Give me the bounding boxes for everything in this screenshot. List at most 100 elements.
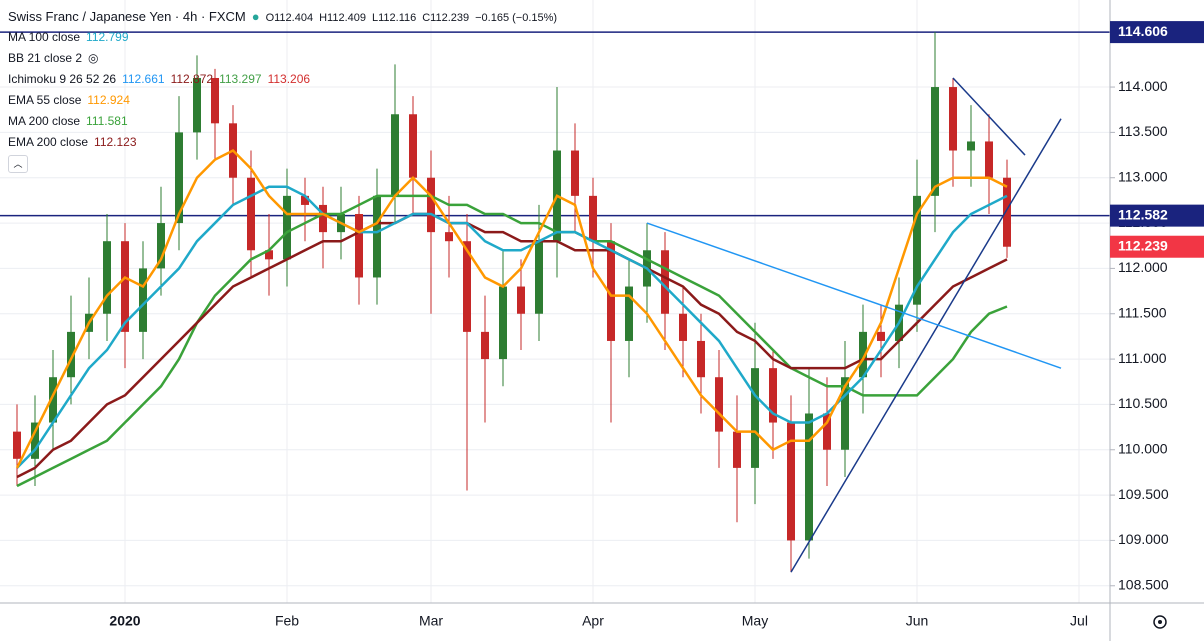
y-tick-label: 109.500 — [1118, 486, 1169, 502]
candle-body — [211, 77, 219, 124]
candle-body — [571, 150, 579, 196]
candle-body — [967, 141, 975, 151]
candle-body — [625, 286, 633, 341]
candle-body — [355, 213, 363, 278]
ma-line — [16, 212, 1008, 479]
price-label-box — [1110, 235, 1204, 258]
candle-body — [841, 377, 849, 450]
candle-body — [661, 250, 669, 314]
candle-body — [607, 241, 615, 341]
candle-body — [481, 331, 489, 360]
y-tick-label: 114.000 — [1118, 78, 1168, 94]
ma-line — [16, 194, 1008, 488]
candle-body — [13, 431, 21, 459]
candle-body — [319, 204, 327, 233]
gear-ring[interactable] — [1153, 615, 1167, 629]
legend: Swiss Franc / Japanese Yen · 4h · FXCM ● O… — [8, 6, 563, 173]
legend-value: 111.581 — [86, 114, 128, 128]
y-tick-label: 110.000 — [1118, 440, 1168, 456]
legend-header: Swiss Franc / Japanese Yen · 4h · FXCM ● O… — [8, 6, 563, 27]
ohlc-value: O112.404 — [265, 12, 314, 24]
candle-body — [715, 377, 723, 432]
candle-body — [499, 286, 507, 360]
candle-body — [679, 313, 687, 341]
candle-body — [589, 195, 597, 242]
candle-body — [175, 132, 183, 224]
candle-body — [391, 114, 399, 196]
candle-body — [949, 87, 957, 151]
candle-body — [67, 331, 75, 378]
candle-body — [283, 195, 291, 260]
gear-center[interactable] — [1158, 620, 1162, 624]
legend-value: 112.924 — [87, 93, 130, 107]
legend-label: Ichimoku 9 26 52 26 — [8, 72, 117, 86]
price-label: 112.582 — [1118, 206, 1168, 222]
trend-line — [790, 118, 1062, 573]
legend-value: 112.872 — [170, 72, 214, 86]
candle-body — [697, 340, 705, 378]
y-tick-label: 110.500 — [1118, 395, 1168, 411]
candle-body — [193, 77, 201, 133]
candle-body — [373, 195, 381, 278]
settings-icon[interactable] — [1153, 615, 1167, 629]
candle-body — [103, 241, 111, 314]
legend-row: BB 21 close 2 ◎ — [8, 48, 563, 69]
x-tick-label: 2020 — [109, 613, 140, 629]
x-tick-label: Feb — [275, 613, 299, 629]
y-tick-label: 113.000 — [1118, 168, 1168, 184]
candle-body — [463, 241, 471, 332]
candle-body — [445, 232, 453, 242]
candle-body — [913, 195, 921, 305]
status-dot: ● — [251, 9, 260, 24]
price-label-box — [1110, 21, 1204, 44]
trend-line — [952, 77, 1026, 156]
legend-label: MA 200 close — [8, 114, 81, 128]
legend-value: 112.123 — [94, 135, 137, 149]
price-label: 114.606 — [1118, 23, 1168, 39]
candle-body — [931, 87, 939, 196]
candle-body — [877, 331, 885, 341]
legend-row: Ichimoku 9 26 52 26 112.661 112.872 113.297… — [8, 69, 563, 90]
candle-body — [247, 177, 255, 251]
candle-body — [751, 368, 759, 468]
legend-label: BB 21 close 2 — [8, 51, 83, 65]
candle-body — [121, 241, 129, 332]
ma-line — [15, 148, 1008, 469]
candle-body — [409, 114, 417, 178]
y-tick-label: 113.500 — [1118, 123, 1168, 139]
x-tick-label: Jul — [1070, 613, 1088, 629]
candle-body — [301, 195, 309, 205]
y-tick-label: 109.000 — [1118, 531, 1169, 547]
plot — [0, 31, 1110, 573]
y-tick-label: 108.500 — [1118, 576, 1169, 592]
y-tick-label: 112.000 — [1118, 259, 1168, 275]
legend-row: MA 200 close 111.581 — [8, 111, 563, 132]
candle-body — [769, 368, 777, 423]
candle-body — [787, 422, 795, 541]
candle-body — [535, 241, 543, 314]
visibility-icon: ◎ — [88, 51, 99, 65]
candle-body — [31, 422, 39, 459]
y-tick-label: 111.000 — [1118, 350, 1167, 366]
candle-body — [805, 413, 813, 541]
trend-line — [646, 222, 1062, 369]
collapse-button[interactable]: ︿ — [8, 155, 28, 173]
axes: 108.500 109.000 109.500 110.000 110.500 111.0… — [109, 21, 1204, 629]
legend-value: 113.206 — [267, 72, 311, 86]
candle-body — [49, 377, 57, 423]
candle-body — [517, 286, 525, 314]
y-tick-label: 111.500 — [1118, 304, 1167, 320]
ohlc-value: H112.409 — [319, 12, 366, 24]
x-tick-label: May — [742, 613, 768, 629]
candle-body — [733, 431, 741, 468]
symbol-title: Swiss Franc / Japanese Yen · 4h · FXCM — [8, 9, 246, 24]
x-tick-label: Apr — [582, 613, 604, 629]
legend-value: 112.799 — [86, 30, 129, 44]
x-tick-label: Jun — [906, 613, 929, 629]
price-label: 112.239 — [1118, 237, 1168, 253]
candle-body — [823, 413, 831, 450]
candle-body — [427, 177, 435, 233]
ohlc-value: −0.165 (−0.15%) — [475, 12, 558, 24]
